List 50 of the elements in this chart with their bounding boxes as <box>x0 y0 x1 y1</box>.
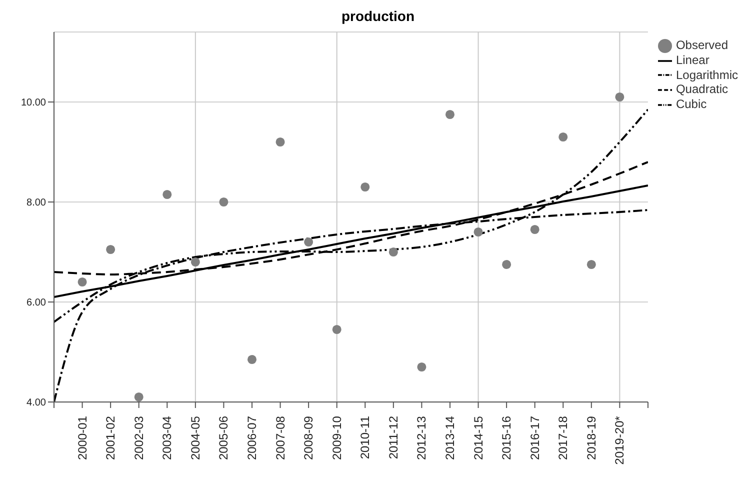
point <box>445 110 454 120</box>
point <box>615 92 624 102</box>
x-tick-label: 2009-10 <box>330 416 344 460</box>
x-tick-label: 2014-15 <box>471 416 486 460</box>
x-tick-label: 2019-20* <box>612 416 627 465</box>
x-tick-label: 2001-02 <box>104 416 118 460</box>
x-tick-label: 2011-12 <box>386 416 400 460</box>
y-tick-label: 6.00 <box>26 298 46 309</box>
point <box>530 224 540 234</box>
point <box>388 247 398 257</box>
y-tick-label: 10.00 <box>20 98 46 109</box>
point <box>134 392 144 402</box>
legend-label: Linear <box>676 52 710 67</box>
legend-label: Observed <box>676 38 728 52</box>
legend-label: Quadratic <box>676 82 728 96</box>
x-tick-label: 2012-13 <box>414 416 429 460</box>
point <box>190 257 200 267</box>
point <box>474 227 483 237</box>
x-tick-label: 2008-09 <box>302 416 316 460</box>
x-tick-label: 2000-01 <box>75 416 90 460</box>
point <box>502 260 512 270</box>
point <box>276 137 285 147</box>
y-tick-label: 4.00 <box>26 398 46 409</box>
x-tick-label: 2007-08 <box>273 416 288 460</box>
x-tick-label: 2002-03 <box>132 416 146 460</box>
point <box>162 190 172 200</box>
point <box>360 182 370 192</box>
legend-label: Cubic <box>676 97 707 112</box>
x-tick-label: 2006-07 <box>244 416 259 460</box>
point <box>219 197 228 207</box>
chart-title: production <box>340 8 416 26</box>
x-tick-label: 2013-14 <box>442 416 457 460</box>
x-tick-label: 2004-05 <box>188 416 202 460</box>
x-tick-label: 2010-11 <box>358 416 372 460</box>
point <box>78 277 87 287</box>
point <box>332 324 342 334</box>
point <box>417 362 426 372</box>
x-tick-label: 2003-04 <box>160 416 174 460</box>
legend-label: Logarithmic <box>676 68 738 82</box>
x-tick-label: 2017-18 <box>556 416 570 460</box>
point <box>106 244 116 254</box>
point <box>304 237 314 247</box>
x-tick-label: 2018-19 <box>584 416 598 460</box>
point <box>586 260 596 270</box>
x-tick-label: 2015-16 <box>500 416 514 460</box>
point <box>247 354 257 364</box>
point <box>558 132 568 142</box>
y-tick-label: 8.00 <box>26 198 46 209</box>
x-tick-label: 2005-06 <box>216 416 231 460</box>
x-tick-label: 2016-17 <box>528 416 542 460</box>
